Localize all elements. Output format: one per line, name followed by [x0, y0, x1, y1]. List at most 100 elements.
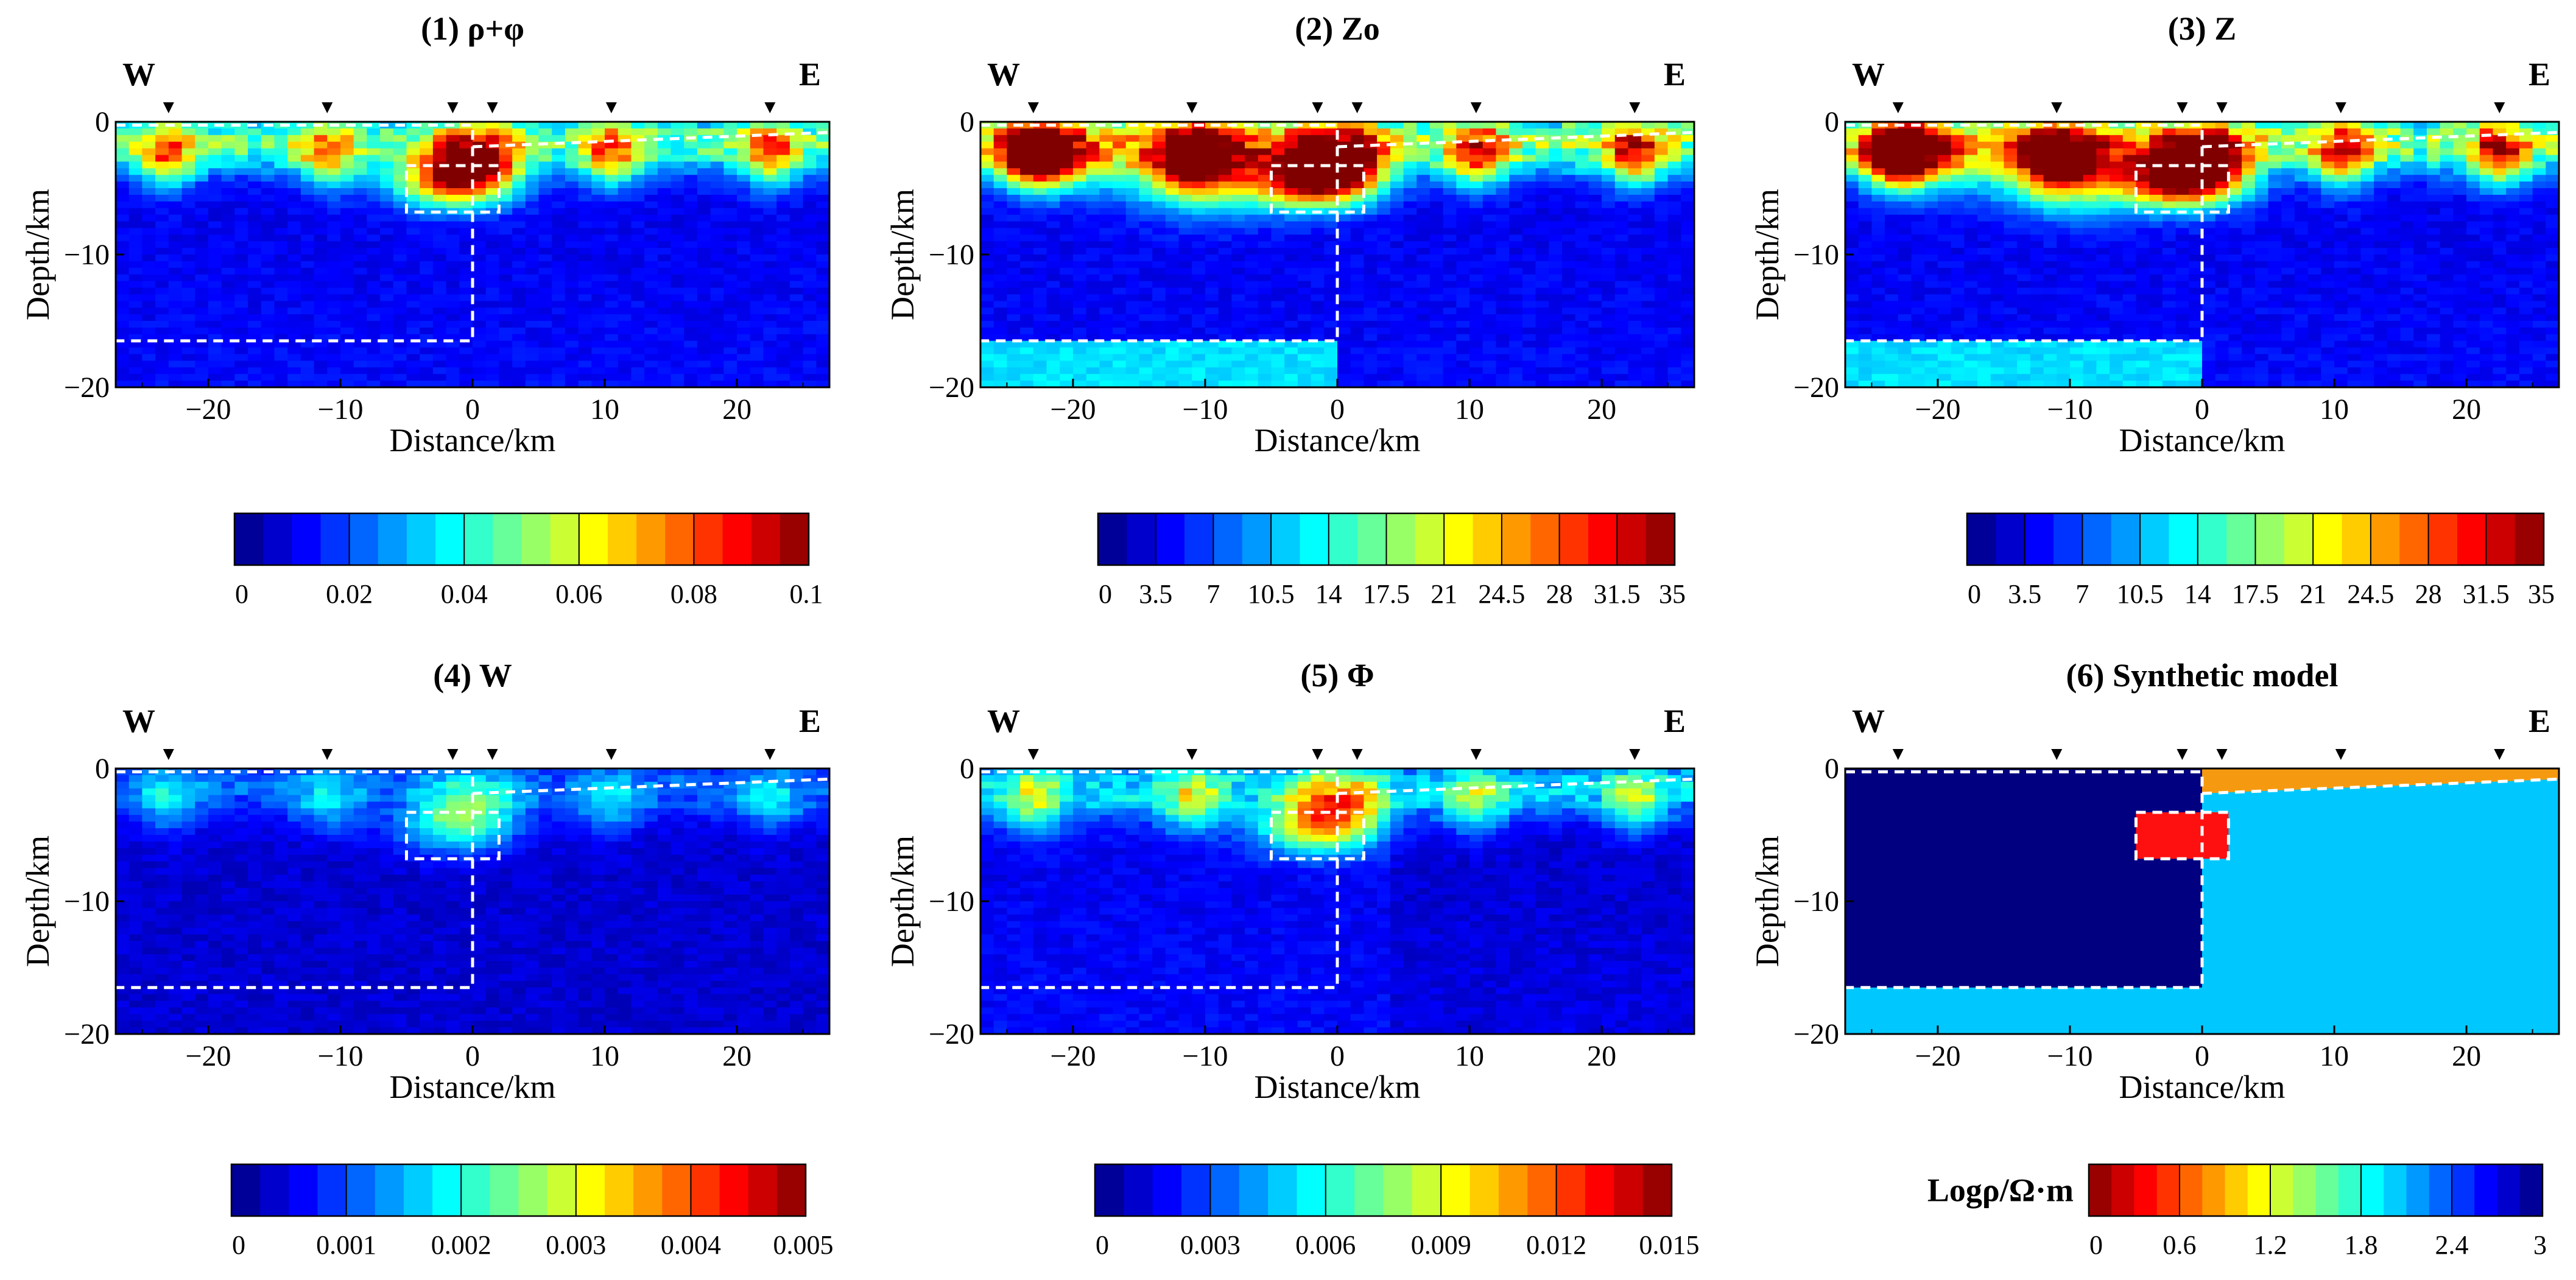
heat-cell	[1192, 308, 1206, 315]
heat-cell	[538, 255, 552, 262]
station-marker	[1312, 102, 1323, 113]
heat-cell	[1443, 381, 1457, 387]
heat-cell	[1364, 267, 1378, 275]
heat-cell	[1641, 274, 1655, 282]
heat-cell	[618, 294, 632, 301]
colorbar-segment	[1645, 513, 1675, 565]
colorbar-segment	[292, 513, 321, 565]
heat-cell	[1297, 201, 1312, 209]
heat-cell	[499, 248, 513, 255]
heat-cell	[420, 321, 434, 328]
heat-cell	[208, 267, 222, 275]
heat-cell	[1165, 360, 1180, 368]
heat-cell	[1178, 255, 1192, 262]
heat-cell	[432, 201, 447, 209]
heat-cell	[1977, 321, 1991, 328]
heat-cell	[525, 141, 540, 149]
heat-cell	[1937, 274, 1952, 282]
heat-cell	[1496, 168, 1510, 175]
heat-cell	[1324, 327, 1338, 335]
heat-cell	[1231, 188, 1245, 195]
heat-cell	[1681, 314, 1694, 322]
heat-cell	[1099, 208, 1113, 216]
heat-cell	[710, 175, 724, 182]
heat-cell	[1535, 175, 1549, 182]
heat-cell	[1125, 314, 1140, 322]
heat-cell	[1125, 241, 1140, 248]
heat-cell	[803, 308, 817, 315]
heat-cell	[1072, 228, 1087, 235]
heat-cell	[1350, 128, 1365, 136]
heat-cell	[684, 161, 698, 169]
heat-cell	[1456, 241, 1470, 248]
heat-cell	[261, 155, 275, 162]
heat-cell	[1898, 161, 1912, 169]
heat-cell	[1614, 334, 1629, 342]
heat-cell	[208, 161, 222, 169]
heat-cell	[1602, 248, 1616, 255]
heat-cell	[1443, 221, 1457, 228]
heat-cell	[1060, 334, 1074, 342]
heat-cell	[1403, 287, 1417, 295]
heat-cell	[1231, 135, 1245, 142]
heat-cell	[1178, 135, 1192, 142]
colorbar-segment	[464, 513, 493, 565]
heat-cell	[1602, 155, 1616, 162]
heat-cell	[1509, 155, 1523, 162]
heat-cell	[750, 274, 764, 282]
heat-cell	[1086, 148, 1100, 156]
heat-cell	[1482, 194, 1497, 202]
heat-cell	[234, 334, 248, 342]
heat-cell	[1924, 214, 1938, 222]
heat-cell	[261, 175, 275, 182]
heat-cell	[1951, 308, 1965, 315]
heat-cell	[142, 148, 156, 156]
heat-cell	[737, 354, 751, 361]
heat-cell	[1060, 308, 1074, 315]
heat-cell	[195, 287, 209, 295]
heat-cell	[1311, 228, 1325, 235]
heat-cell	[538, 128, 552, 136]
heat-cell	[1245, 248, 1259, 255]
heat-cell	[1549, 181, 1563, 189]
heat-cell	[168, 347, 183, 355]
heat-cell	[710, 301, 724, 308]
heat-cell	[1858, 234, 1873, 242]
heat-cell	[128, 255, 143, 262]
heat-cell	[1403, 201, 1417, 209]
heat-cell	[1871, 221, 1885, 228]
heat-cell	[300, 281, 315, 289]
heat-cell	[1258, 135, 1272, 142]
heat-cell	[1218, 367, 1232, 375]
heat-cell	[499, 360, 513, 368]
heat-cell	[1561, 301, 1576, 308]
heat-cell	[446, 308, 460, 315]
heat-cell	[1178, 181, 1192, 189]
heat-cell	[195, 360, 209, 368]
heat-cell	[2017, 135, 2031, 142]
heat-cell	[1588, 128, 1602, 136]
heat-cell	[473, 287, 487, 295]
heat-cell	[1898, 201, 1912, 209]
heat-cell	[142, 255, 156, 262]
heat-cell	[1937, 281, 1952, 289]
heat-cell	[314, 347, 328, 355]
heat-cell	[274, 360, 288, 368]
heat-cell	[1951, 141, 1965, 149]
heat-cell	[1218, 168, 1232, 175]
heat-cell	[340, 148, 354, 156]
heat-cell	[195, 354, 209, 361]
heat-cell	[1350, 255, 1365, 262]
heat-cell	[116, 221, 130, 228]
heat-cell	[327, 148, 341, 156]
heat-cell	[1990, 301, 2005, 308]
heat-cell	[525, 194, 540, 202]
heat-cell	[763, 161, 777, 169]
heat-cell	[1364, 294, 1378, 301]
heat-cell	[1192, 354, 1206, 361]
heat-cell	[737, 367, 751, 375]
heat-cell	[208, 374, 222, 381]
heat-cell	[1060, 261, 1074, 269]
heat-cell	[1324, 181, 1338, 189]
colorbar-tick-label: 28	[1546, 579, 1573, 609]
